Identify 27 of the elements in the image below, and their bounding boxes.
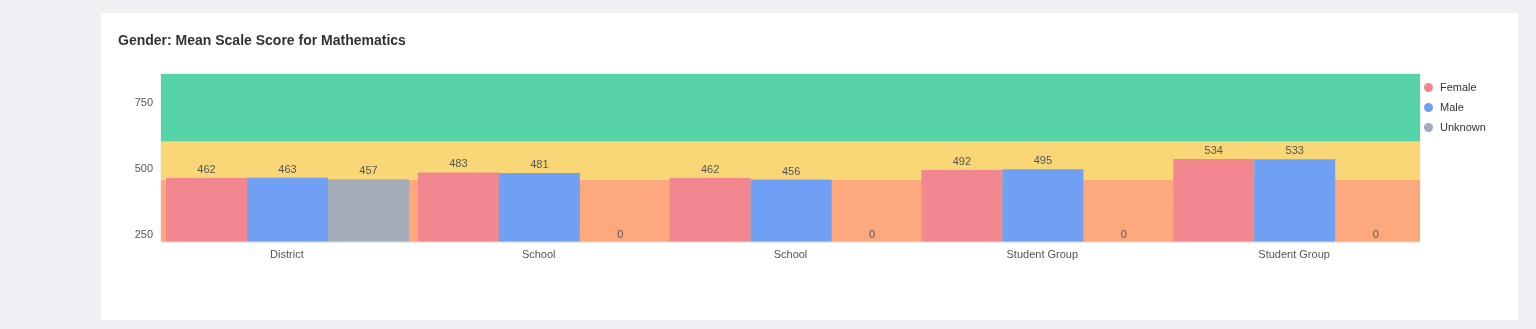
x-tick-label: Student Group [1006,247,1079,260]
legend-label: Female [1439,80,1478,95]
data-label: 483 [449,157,468,170]
text: 0 [1120,228,1127,240]
data-label: 481 [530,157,549,170]
text: 0 [869,228,876,240]
data-label: 533 [1285,144,1304,157]
data-label: 462 [700,162,720,175]
data-label: 534 [1204,143,1223,156]
data-label: 456 [781,164,801,177]
text: 0 [1372,228,1379,240]
x-tick-label: Student Group [1258,247,1330,260]
data-label: 457 [359,164,378,177]
x-tick-label: School [521,247,556,260]
y-tick-label: 750 [134,95,153,108]
y-tick-label: 250 [134,227,153,240]
data-label: 463 [278,162,297,175]
x-tick-label: District [270,247,304,260]
x-tick-label: School [773,247,808,260]
text: 0 [617,228,624,240]
legend-label: Male [1439,100,1465,115]
data-label: 495 [1033,154,1053,167]
chart-title: Gender: Mean Scale Score for Mathematics [118,32,406,48]
data-label: 492 [952,155,972,168]
data-label: 462 [197,162,216,175]
y-tick-label: 500 [134,161,153,174]
legend-label: Unknown [1439,120,1486,135]
